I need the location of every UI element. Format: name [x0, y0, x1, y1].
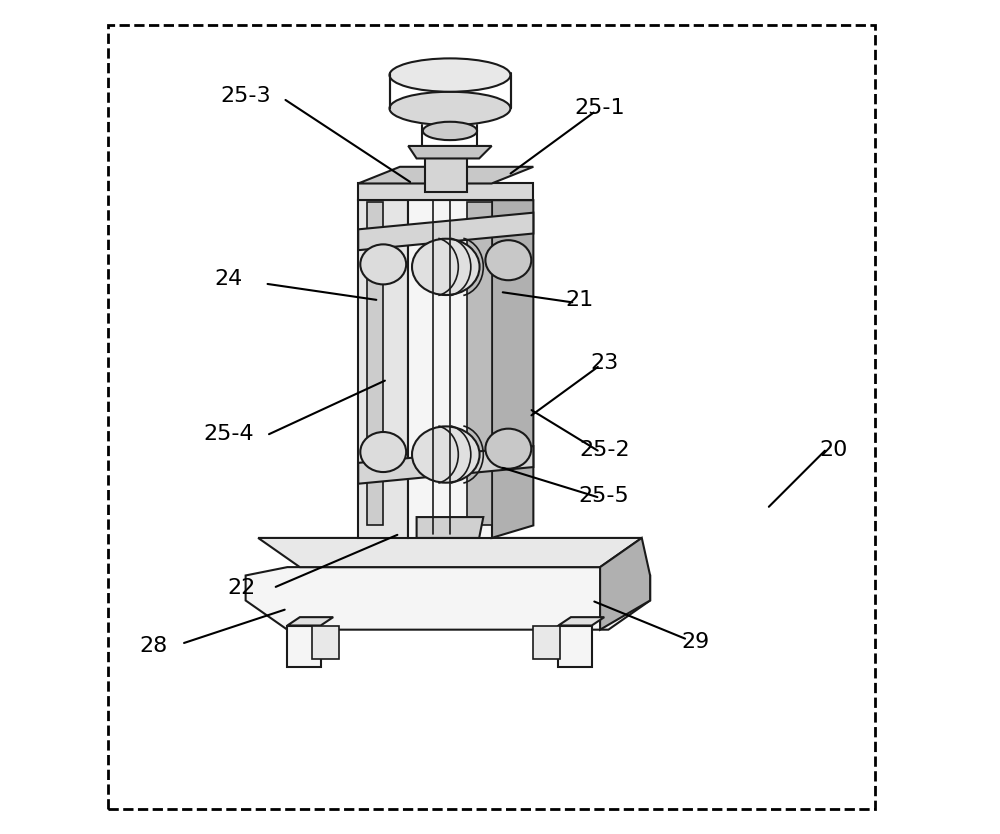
Text: 21: 21 [565, 290, 593, 310]
Polygon shape [358, 167, 533, 183]
Text: 29: 29 [682, 632, 710, 652]
Polygon shape [425, 158, 467, 192]
Ellipse shape [412, 239, 480, 295]
Ellipse shape [423, 122, 477, 140]
Text: 25-5: 25-5 [579, 486, 630, 506]
Ellipse shape [389, 92, 510, 125]
Polygon shape [358, 446, 533, 484]
Polygon shape [467, 202, 492, 525]
Polygon shape [358, 200, 408, 538]
Ellipse shape [389, 58, 510, 92]
Polygon shape [358, 183, 533, 200]
Text: 20: 20 [819, 440, 848, 460]
Text: 25-1: 25-1 [575, 98, 625, 118]
Text: 24: 24 [215, 269, 243, 289]
Polygon shape [258, 538, 642, 567]
Bar [312, 626, 339, 659]
Ellipse shape [360, 432, 406, 472]
Polygon shape [358, 213, 533, 250]
Text: 25-4: 25-4 [204, 424, 254, 444]
Text: 25-3: 25-3 [220, 86, 271, 106]
Polygon shape [408, 146, 492, 158]
Polygon shape [492, 200, 533, 538]
Polygon shape [558, 617, 604, 626]
Polygon shape [367, 202, 383, 525]
Text: 22: 22 [227, 578, 256, 598]
Text: 25-2: 25-2 [579, 440, 630, 460]
Ellipse shape [485, 429, 531, 469]
Polygon shape [417, 517, 483, 538]
Polygon shape [408, 200, 492, 538]
Ellipse shape [360, 244, 406, 284]
Text: 23: 23 [590, 353, 618, 373]
Bar [558, 626, 592, 667]
Ellipse shape [412, 426, 480, 483]
Bar [533, 626, 560, 659]
Polygon shape [600, 538, 650, 630]
Text: 28: 28 [140, 636, 168, 656]
Polygon shape [246, 567, 650, 630]
Bar [287, 626, 321, 667]
Ellipse shape [485, 240, 531, 280]
Polygon shape [287, 617, 333, 626]
